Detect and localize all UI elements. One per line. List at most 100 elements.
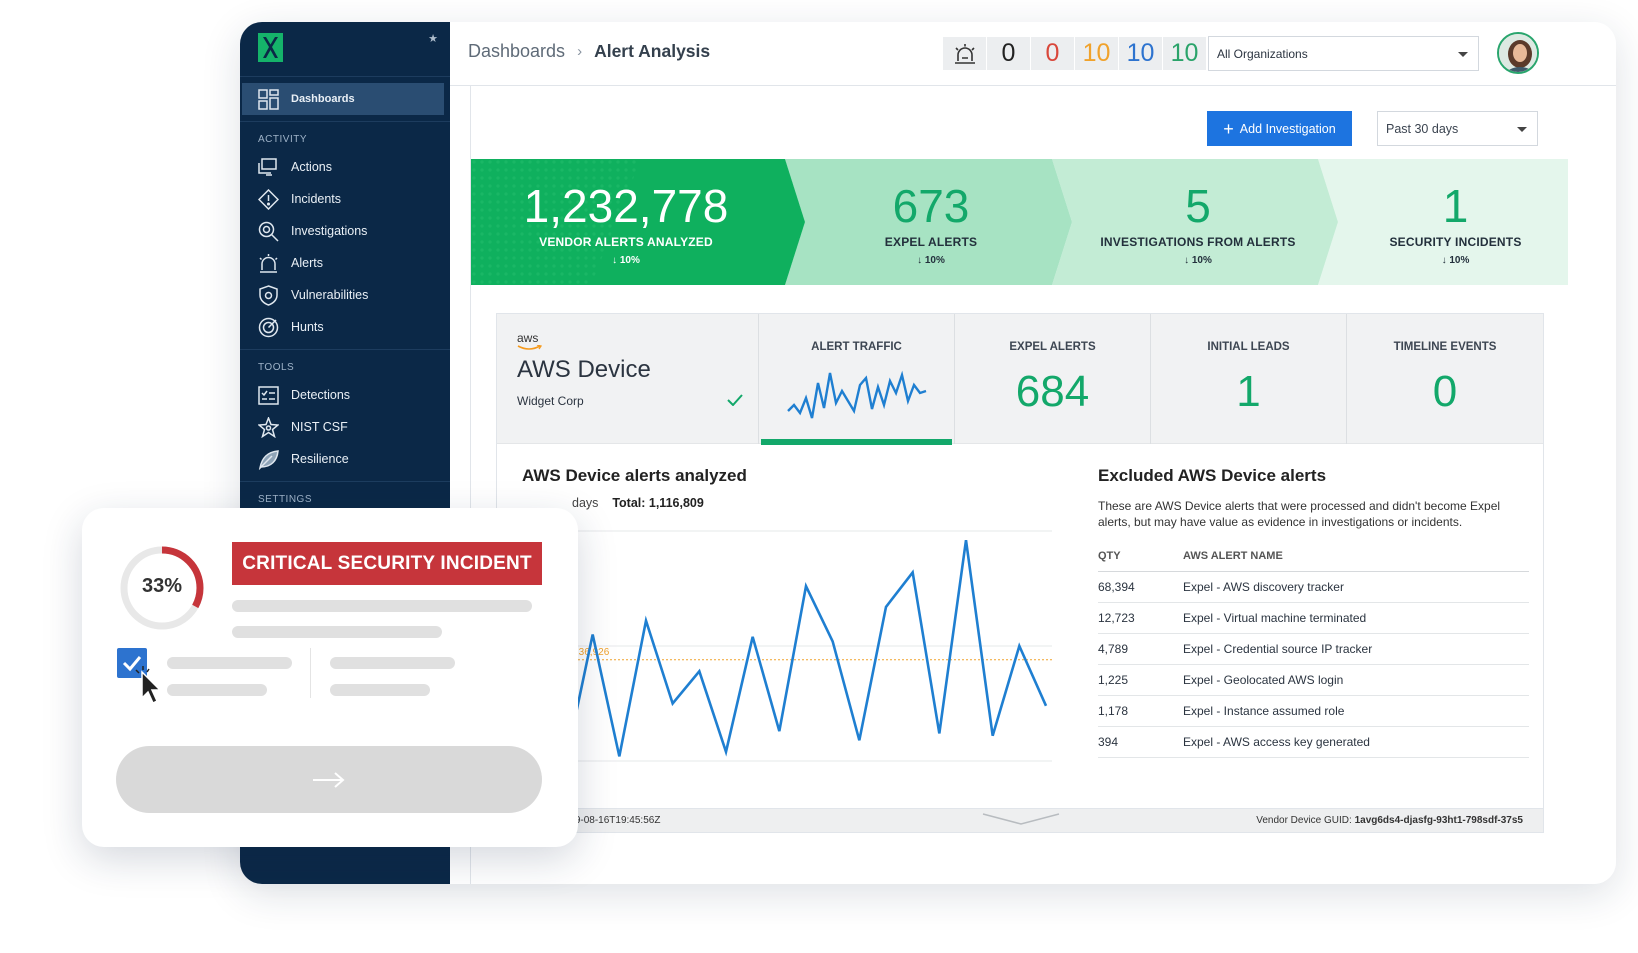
sidebar-item-resilience[interactable]: Resilience (240, 443, 450, 475)
page-title: Alert Analysis (594, 41, 711, 61)
stage-label: EXPEL ALERTS (884, 235, 978, 249)
date-range-select[interactable]: Past 30 days (1377, 111, 1538, 146)
metric-expel-alerts[interactable]: EXPEL ALERTS 684 (955, 314, 1151, 444)
funnel-stage-incidents[interactable]: 1 SECURITY INCIDENTS ↓ 10% (1343, 159, 1568, 285)
table-row[interactable]: 68,394 Expel - AWS discovery tracker (1098, 572, 1529, 603)
chart-series-line (564, 540, 1048, 762)
add-investigation-button[interactable]: + Add Investigation (1207, 111, 1352, 146)
sidebar-item-label: Investigations (291, 224, 368, 238)
nav-group-settings: SETTINGS (258, 494, 313, 505)
nav-group-activity: ACTIVITY (258, 134, 308, 145)
sidebar-item-alerts[interactable]: Alerts (240, 247, 450, 279)
actions-icon (258, 157, 277, 176)
count-value: 10 (1082, 39, 1111, 67)
progress-ring (120, 546, 204, 630)
breadcrumb-root[interactable]: Dashboards (468, 41, 566, 61)
logo-row: ★ (240, 22, 450, 77)
funnel-stage-expel[interactable]: 673 EXPEL ALERTS ↓ 10% (811, 159, 1051, 285)
expel-logo-icon[interactable] (258, 33, 283, 62)
row-qty: 68,394 (1098, 580, 1135, 594)
metric-timeline-events[interactable]: TIMELINE EVENTS 0 (1347, 314, 1543, 444)
metric-value: 684 (1015, 367, 1090, 416)
alarm-icon[interactable] (943, 37, 986, 70)
sidebar-item-actions[interactable]: Actions (240, 151, 450, 183)
table-row[interactable]: 1,178 Expel - Instance assumed role (1098, 696, 1529, 727)
count-critical[interactable]: 0 (987, 37, 1030, 70)
device-info[interactable]: aws AWS Device Widget Corp (497, 314, 759, 444)
sidebar-item-detections[interactable]: Detections (240, 379, 450, 411)
leaf-icon (258, 449, 279, 470)
count-value: 0 (1001, 39, 1016, 67)
analyzed-chart-title: AWS Device alerts analyzed (522, 466, 747, 485)
main-area: Dashboards › Alert Analysis 0 0 10 10 10… (450, 22, 1616, 884)
count-high[interactable]: 0 (1031, 37, 1074, 70)
sidebar-item-incidents[interactable]: Incidents (240, 183, 450, 215)
placeholder-line (167, 684, 267, 696)
count-tuning[interactable]: 10 (1163, 37, 1206, 70)
check-icon (122, 656, 142, 672)
sidebar-item-hunts[interactable]: Hunts (240, 311, 450, 343)
funnel-stage-investigations[interactable]: 5 INVESTIGATIONS FROM ALERTS ↓ 10% (1077, 159, 1319, 285)
metric-value: 1 (1236, 367, 1261, 416)
col-name[interactable]: AWS ALERT NAME (1183, 549, 1283, 562)
organization-select-value: All Organizations (1217, 47, 1308, 61)
proceed-button[interactable] (116, 746, 542, 813)
dashboards-icon (258, 88, 279, 110)
count-low[interactable]: 10 (1119, 37, 1162, 70)
excluded-description: These are AWS Device alerts that were pr… (1098, 499, 1501, 529)
stage-label: SECURITY INCIDENTS (1389, 235, 1522, 249)
count-medium[interactable]: 10 (1075, 37, 1118, 70)
table-row[interactable]: 4,789 Expel - Credential source IP tracke… (1098, 634, 1529, 665)
incident-card: 33% CRITICAL SECURITY INCIDENT (82, 508, 578, 847)
count-value: 10 (1126, 39, 1155, 67)
metric-value: 0 (1432, 367, 1458, 416)
count-value: 10 (1170, 39, 1199, 67)
row-name: Expel - Credential source IP tracker (1183, 642, 1373, 656)
stage-label: INVESTIGATIONS FROM ALERTS (1100, 235, 1296, 249)
chevron-down-icon[interactable] (981, 812, 1061, 826)
arrow-down-icon: ↓ (1441, 255, 1450, 266)
created-timestamp: Created: 2019-08-16T19:45:56Z (517, 815, 661, 826)
pin-icon[interactable]: ★ (428, 33, 438, 45)
col-qty[interactable]: QTY (1098, 549, 1121, 562)
critical-incident-badge: CRITICAL SECURITY INCIDENT (232, 542, 542, 585)
row-name: Expel - AWS access key generated (1183, 735, 1370, 749)
sidebar-item-investigations[interactable]: Investigations (240, 215, 450, 247)
analyzed-chart-subtitle: days Total: 1,116,809 (572, 496, 704, 510)
topbar: Dashboards › Alert Analysis 0 0 10 10 10… (450, 22, 1616, 86)
device-header: aws AWS Device Widget Corp ALERT TRAFFIC (497, 314, 1543, 445)
sidebar-item-label: Actions (291, 160, 332, 174)
sidebar-item-label: Vulnerabilities (291, 288, 369, 302)
arrow-down-icon: ↓ (612, 255, 620, 266)
excluded-title: Excluded AWS Device alerts (1098, 466, 1327, 485)
add-investigation-label: Add Investigation (1239, 121, 1336, 136)
table-row[interactable]: 1,225 Expel - Geolocated AWS login (1098, 665, 1529, 696)
sidebar-item-nist[interactable]: NIST CSF (240, 411, 450, 443)
sidebar-item-label: Hunts (291, 320, 324, 334)
metric-alert-traffic[interactable]: ALERT TRAFFIC (759, 314, 955, 445)
avatar[interactable] (1497, 32, 1539, 74)
organization-select[interactable]: All Organizations (1208, 36, 1479, 71)
metric-label: EXPEL ALERTS (1009, 341, 1096, 353)
analyzed-total: Total: 1,116,809 (612, 496, 704, 510)
sidebar-item-vulnerabilities[interactable]: Vulnerabilities (240, 279, 450, 311)
divider (240, 481, 450, 482)
placeholder-line (330, 657, 455, 669)
funnel-stage-2-bg (785, 159, 1072, 285)
metric-initial-leads[interactable]: INITIAL LEADS 1 (1151, 314, 1347, 444)
aws-logo-icon: aws (517, 331, 543, 351)
table-row[interactable]: 12,723 Expel - Virtual machine terminated (1098, 603, 1529, 634)
stage-change-value: 10% (1449, 255, 1470, 266)
alert-traffic-sparkline (786, 370, 926, 419)
stage-change: ↓ 10% (1343, 255, 1568, 266)
row-qty: 394 (1098, 735, 1119, 749)
metric-label: ALERT TRAFFIC (811, 341, 902, 353)
stage-value: 673 (892, 180, 970, 232)
sidebar-item-label: NIST CSF (291, 420, 348, 434)
funnel-stage-vendor[interactable]: 1,232,778 VENDOR ALERTS ANALYZED ↓ 10% (491, 159, 761, 285)
table-row[interactable]: 394 Expel - AWS access key generated (1098, 727, 1529, 758)
sidebar-item-label: Detections (291, 388, 351, 402)
sidebar-item-dashboards[interactable]: Dashboards (242, 83, 444, 115)
cursor-pointer-icon (135, 666, 162, 705)
chart-average-label: ge: 36,926 (562, 647, 610, 658)
